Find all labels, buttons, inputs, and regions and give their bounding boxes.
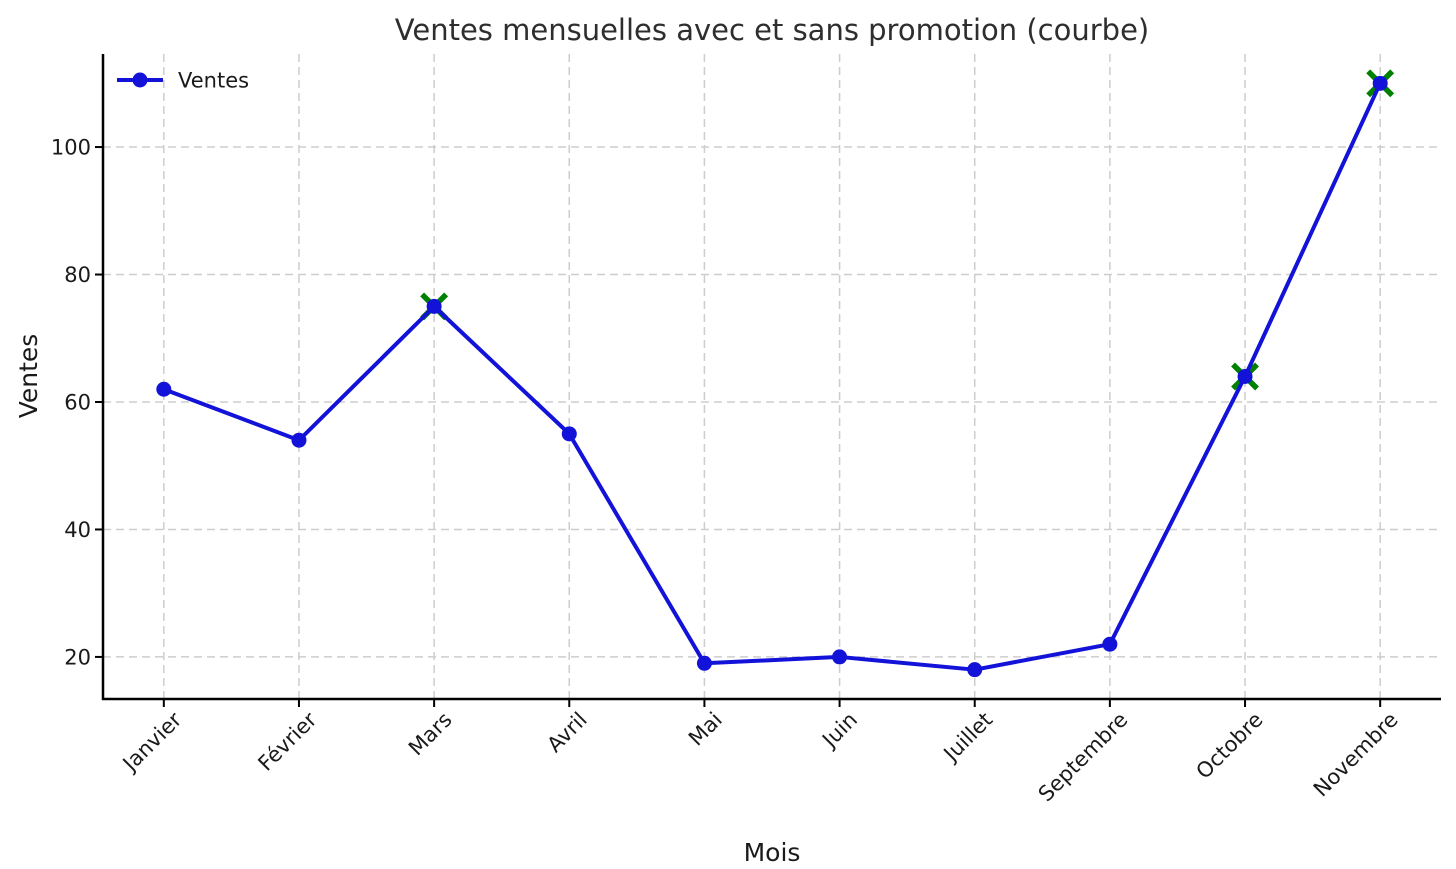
y-axis-label: Ventes	[14, 334, 43, 419]
y-tick-label: 80	[64, 263, 91, 287]
x-tick-label: Février	[253, 707, 321, 775]
x-tick-label: Novembre	[1309, 708, 1403, 802]
y-tick-label: 20	[64, 645, 91, 669]
x-tick-label: Avril	[542, 708, 591, 757]
series-line	[161, 81, 1383, 672]
promotion-x-markers	[420, 69, 1395, 391]
tick-label-layer: 20 40 60 80 100 Janvier Février Mars Avril Mai Jui…	[51, 136, 1403, 807]
data-point-marker	[832, 649, 848, 665]
x-tick-label: Septembre	[1034, 708, 1133, 807]
x-tick-label: Juin	[816, 708, 862, 754]
data-point-marker	[1372, 75, 1388, 91]
x-tick-label: Mars	[404, 708, 457, 761]
x-axis-label: Mois	[744, 838, 801, 867]
data-point-marker	[696, 655, 712, 671]
data-point-marker	[1102, 636, 1118, 652]
data-point-marker	[1237, 369, 1253, 384]
chart-title: Ventes mensuelles avec et sans promotion…	[395, 13, 1149, 47]
y-tick-label: 40	[64, 518, 91, 542]
x-tick-label: Janvier	[117, 707, 187, 777]
x-tick-label: Juillet	[938, 708, 998, 768]
grid-layer	[103, 54, 1441, 699]
axes-layer	[95, 54, 1441, 707]
legend: Ventes	[117, 69, 249, 93]
data-point-marker	[967, 662, 983, 678]
data-point-markers	[156, 75, 1388, 678]
data-point-marker	[426, 298, 442, 314]
y-tick-label: 60	[64, 390, 91, 414]
legend-marker-sample	[132, 72, 148, 88]
data-point-marker	[291, 432, 307, 448]
y-tick-label: 100	[51, 136, 91, 160]
data-line-layer	[161, 81, 1383, 672]
data-point-marker	[561, 426, 577, 442]
x-tick-label: Mai	[684, 708, 727, 751]
legend-label: Ventes	[178, 69, 249, 93]
data-point-marker	[156, 381, 172, 397]
x-tick-label: Octobre	[1191, 708, 1267, 784]
